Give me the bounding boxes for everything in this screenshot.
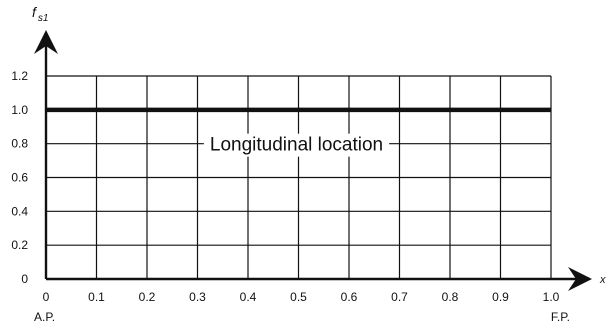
y-axis-arrowhead bbox=[34, 30, 58, 54]
y-axis-label-main: f bbox=[32, 4, 38, 20]
y-tick-label: 1.2 bbox=[11, 69, 28, 83]
x-tick-label: 0.8 bbox=[442, 290, 459, 304]
y-axis-label: f s1 bbox=[32, 4, 48, 24]
x-tick-label: 0.9 bbox=[492, 290, 509, 304]
y-axis-label-subscript: s1 bbox=[38, 13, 49, 24]
x-tick-label: 0.5 bbox=[290, 290, 307, 304]
annotation-background bbox=[203, 133, 390, 157]
x-tick-label: 0.4 bbox=[240, 290, 257, 304]
y-tick-label: 0.4 bbox=[11, 204, 28, 218]
x-tick-label: 0.1 bbox=[88, 290, 105, 304]
y-tick-label: 0 bbox=[21, 272, 28, 286]
x-tick-label: 1.0 bbox=[543, 290, 560, 304]
x-tick-label: 0 bbox=[43, 290, 50, 304]
y-tick-label: 1.0 bbox=[11, 103, 28, 117]
x-end-label-fp: F.P. bbox=[551, 310, 570, 324]
y-tick-label: 0.6 bbox=[11, 171, 28, 185]
x-end-label-ap: A.P. bbox=[34, 310, 55, 324]
x-tick-label: 0.3 bbox=[189, 290, 206, 304]
y-tick-label: 0.8 bbox=[11, 137, 28, 151]
x-axis-label: x bbox=[599, 274, 606, 286]
axes bbox=[34, 30, 592, 291]
y-tick-label: 0.2 bbox=[11, 238, 28, 252]
grid bbox=[46, 75, 552, 279]
x-tick-labels: 0 0.1 0.2 0.3 0.4 0.5 0.6 0.7 0.8 0.9 1.0 bbox=[43, 290, 560, 304]
x-tick-label: 0.6 bbox=[341, 290, 358, 304]
x-tick-label: 0.2 bbox=[139, 290, 156, 304]
x-tick-label: 0.7 bbox=[391, 290, 408, 304]
x-axis-arrowhead bbox=[568, 267, 592, 291]
y-tick-labels: 0 0.2 0.4 0.6 0.8 1.0 1.2 bbox=[11, 69, 28, 286]
annotation-longitudinal-location: Longitudinal location bbox=[210, 135, 383, 156]
